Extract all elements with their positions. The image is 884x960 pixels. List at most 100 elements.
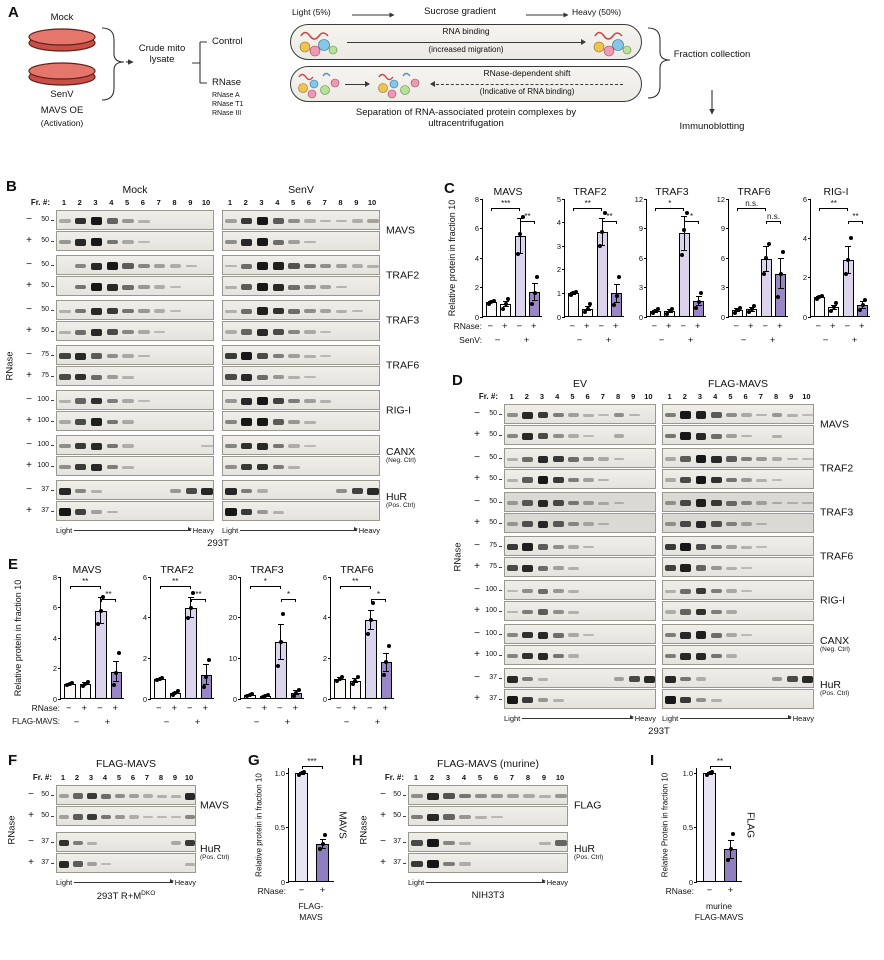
- decorative: [309, 45, 321, 57]
- data-point: [597, 244, 602, 249]
- lane-number: 9: [541, 773, 547, 782]
- protein-band: [351, 219, 363, 223]
- protein-band: [75, 284, 87, 290]
- blot-strip: [56, 345, 214, 365]
- error-cap: [748, 310, 755, 312]
- y-tick-label: 6: [474, 224, 479, 233]
- protein-rna-complex-icon: [299, 31, 338, 57]
- protein-band: [552, 610, 564, 614]
- panel-b-blots: Mock SenV Fr. #: 1 2 3 4 5 6 7 8 9 10 1 2 3 4 5 6 7 8 9 10 − 50 +…: [0, 176, 452, 556]
- chart-plot: 0 3 6 9 12 n.s. n.s.: [717, 195, 788, 322]
- protein-band: [272, 283, 284, 291]
- protein-band: [122, 263, 134, 269]
- lane-number: 8: [525, 773, 531, 782]
- protein-band: [507, 501, 519, 505]
- mw-tick: [499, 611, 502, 612]
- sig-bracket: [684, 221, 699, 222]
- protein-band: [256, 418, 269, 426]
- protein-band: [552, 521, 564, 527]
- panel-b: B Mock SenV Fr. #: 1 2 3 4 5 6 7 8 9 10 1 2 3 4 5 6 7 8 9 10 − 5…: [0, 176, 452, 556]
- protein-label: RIG-I: [386, 403, 448, 416]
- protein-band: [241, 508, 253, 516]
- protein-band: [272, 397, 284, 405]
- protein-band: [335, 309, 348, 313]
- mw-tick: [51, 310, 54, 311]
- sig-bracket: [602, 221, 617, 222]
- protein-band: [427, 839, 439, 847]
- rnase-sign: +: [747, 321, 754, 332]
- error-cap: [97, 596, 104, 598]
- protein-band: [272, 329, 284, 335]
- protein-name: FLAG: [574, 798, 602, 811]
- error-cap: [203, 664, 210, 666]
- lane-number: 9: [354, 198, 359, 207]
- mw-tick: [51, 286, 54, 287]
- gradient-direction: Light Heavy: [56, 877, 196, 887]
- protein-name: RIG-I: [386, 403, 412, 416]
- y-tick: [725, 287, 729, 288]
- chart-title: TRAF6: [737, 186, 771, 198]
- panel-i: I Relative Protein in fraction 10 0 0.5 1.…: [650, 752, 762, 952]
- chart-plot: 0 2 4 6 8 *** **: [475, 195, 542, 322]
- blot-strip: [662, 580, 814, 600]
- rnase-sign: +: [28, 857, 34, 868]
- lane-number: 4: [713, 392, 718, 401]
- blot-strip: [662, 536, 814, 556]
- protein-band: [507, 543, 519, 551]
- increased-migration-label: (increased migration): [428, 45, 504, 54]
- panel-a-connectors: [101, 12, 715, 115]
- mw-marker: 50: [41, 811, 49, 819]
- data-point: [860, 303, 865, 308]
- rnase-sign: −: [28, 789, 34, 800]
- sig-bracket: [280, 599, 297, 600]
- protein-band: [583, 633, 595, 637]
- panel-f: F FLAG-MAVS Fr. #: 1 2 3 4 5 6 7 8 9 10−50 +50 MAVS −3…: [7, 752, 252, 952]
- protein-band: [756, 545, 768, 549]
- rnase-sign: −: [155, 703, 162, 714]
- protein-band: [710, 499, 722, 507]
- lane-number: 6: [130, 773, 136, 782]
- protein-band: [90, 307, 103, 315]
- error-cap: [599, 245, 606, 247]
- y-tick: [57, 637, 61, 639]
- protein-band: [680, 432, 692, 440]
- protein-band: [256, 238, 269, 246]
- protein-band: [75, 217, 87, 225]
- y-tick-label: 0: [322, 694, 327, 704]
- y-tick-label: 9: [720, 224, 725, 233]
- lane-number: 7: [156, 198, 161, 207]
- protein-band: [710, 566, 722, 570]
- protein-band: [225, 330, 237, 334]
- data-point: [781, 250, 786, 255]
- protein-band: [75, 329, 87, 335]
- condition-sign: +: [104, 717, 111, 728]
- y-tick: [147, 698, 151, 700]
- rnase-sign: −: [474, 628, 480, 639]
- protein-band: [122, 465, 134, 469]
- rnase-sign: +: [694, 321, 701, 332]
- blot-strip: [222, 231, 380, 251]
- y-tick-label: 0: [802, 312, 807, 322]
- panel-g-plot: 0 0.5 1.0 *** − +: [275, 757, 334, 896]
- decorative: [593, 41, 605, 53]
- rnase-sign: −: [762, 321, 769, 332]
- blot-strip: [56, 480, 214, 500]
- protein-band: [552, 412, 564, 418]
- panel-c-charts: MAVS 0 2 4 6 8 *** ** − + − + − + TRAF2 0 1 2 3 4 5 ** ** − + − + −…: [436, 178, 884, 374]
- protein-band: [288, 308, 300, 314]
- protein-name: HuR: [820, 678, 842, 691]
- mw-marker: 50: [41, 215, 49, 223]
- control-label: Control: [212, 36, 243, 47]
- decorative: [300, 31, 329, 40]
- protein-band: [201, 444, 213, 448]
- rnase-sign: +: [26, 505, 32, 516]
- rnase-sign: −: [474, 540, 480, 551]
- y-tick: [561, 316, 565, 318]
- mw-tick: [51, 490, 54, 491]
- y-tick: [725, 198, 729, 200]
- mw-marker: 75: [41, 371, 49, 379]
- chart-title: TRAF6: [340, 564, 374, 576]
- protein-band: [725, 633, 737, 637]
- protein-band: [256, 307, 269, 315]
- light-label: Light: [56, 525, 73, 535]
